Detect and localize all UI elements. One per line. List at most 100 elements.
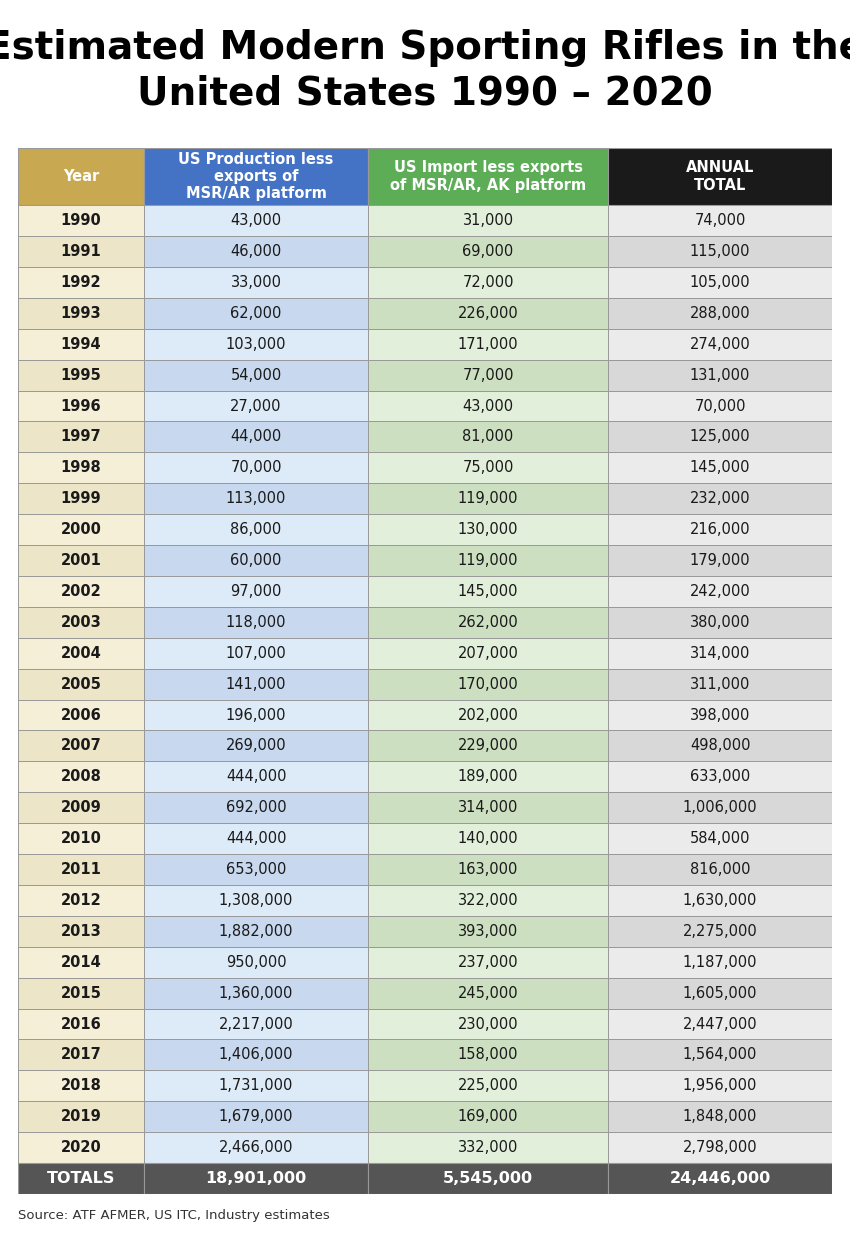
Text: 105,000: 105,000 [689,275,751,290]
Text: 103,000: 103,000 [226,337,286,352]
Bar [144,1070,368,1102]
Text: 2,447,000: 2,447,000 [683,1017,757,1032]
Bar [608,1070,832,1102]
Text: 2002: 2002 [60,585,101,600]
Text: ANNUAL
TOTAL: ANNUAL TOTAL [686,160,754,192]
Bar [18,762,145,792]
Text: 229,000: 229,000 [457,738,518,753]
Bar [18,328,145,360]
Bar [608,762,832,792]
Text: 81,000: 81,000 [462,430,513,445]
Text: 72,000: 72,000 [462,275,514,290]
Bar [18,360,145,391]
Text: 2014: 2014 [60,954,101,969]
Bar [18,545,145,576]
Text: 237,000: 237,000 [458,954,518,969]
Bar [368,1070,608,1102]
Text: 60,000: 60,000 [230,553,282,568]
Bar [368,731,608,762]
Text: 171,000: 171,000 [458,337,518,352]
Bar [18,886,145,916]
Bar [18,297,145,328]
Text: 2004: 2004 [60,646,101,661]
Bar [368,699,608,731]
Text: 633,000: 633,000 [690,769,751,784]
Text: 225,000: 225,000 [457,1078,518,1093]
Text: 74,000: 74,000 [694,214,745,229]
Bar [608,886,832,916]
Bar [368,792,608,823]
Bar [608,854,832,886]
Bar [368,515,608,545]
Text: Year: Year [63,169,99,184]
Bar [608,267,832,297]
Bar [144,360,368,391]
Bar [368,452,608,483]
Bar [608,731,832,762]
Text: 444,000: 444,000 [226,769,286,784]
Text: 163,000: 163,000 [458,862,518,877]
Bar [368,545,608,576]
Text: 141,000: 141,000 [226,677,286,692]
Bar [18,236,145,267]
Bar [18,147,145,205]
Text: 2013: 2013 [60,924,101,939]
Text: 2019: 2019 [60,1109,101,1124]
Bar [144,823,368,854]
Bar [608,699,832,731]
Text: 1,564,000: 1,564,000 [683,1048,757,1063]
Bar [18,267,145,297]
Bar [18,391,145,421]
Bar [144,576,368,607]
Text: 33,000: 33,000 [230,275,281,290]
Bar [144,421,368,452]
Text: 269,000: 269,000 [226,738,286,753]
Bar [144,452,368,483]
Text: 816,000: 816,000 [690,862,751,877]
Text: 2011: 2011 [60,862,101,877]
Text: 2,275,000: 2,275,000 [683,924,757,939]
Bar [144,297,368,328]
Text: 274,000: 274,000 [689,337,751,352]
Bar [608,1132,832,1163]
Text: 2008: 2008 [60,769,101,784]
Text: 2020: 2020 [60,1140,101,1155]
Bar [18,421,145,452]
Text: US Production less
exports of
MSR/AR platform: US Production less exports of MSR/AR pla… [178,151,334,201]
Bar [368,823,608,854]
Text: 498,000: 498,000 [690,738,751,753]
Bar [608,823,832,854]
Bar [144,762,368,792]
Bar [144,267,368,297]
Bar [18,854,145,886]
Text: 2005: 2005 [60,677,101,692]
Text: 398,000: 398,000 [690,707,751,722]
Bar [368,576,608,607]
Text: 1991: 1991 [60,244,101,259]
Text: 24,446,000: 24,446,000 [670,1172,771,1187]
Text: 1,848,000: 1,848,000 [683,1109,757,1124]
Text: 1998: 1998 [60,461,101,476]
Text: 1,882,000: 1,882,000 [218,924,293,939]
Text: 380,000: 380,000 [690,615,751,629]
Bar [368,1009,608,1039]
Bar [608,607,832,638]
Bar [608,978,832,1009]
Text: 311,000: 311,000 [690,677,751,692]
Bar [608,205,832,236]
Text: 393,000: 393,000 [458,924,518,939]
Text: 202,000: 202,000 [457,707,518,722]
Text: 119,000: 119,000 [458,553,518,568]
Text: 1990: 1990 [60,214,101,229]
Bar [144,515,368,545]
Bar [144,391,368,421]
Bar [608,792,832,823]
Bar [144,916,368,947]
Bar [608,421,832,452]
Text: 1993: 1993 [60,306,101,321]
Text: 242,000: 242,000 [689,585,751,600]
Bar [368,205,608,236]
Bar [18,978,145,1009]
Text: 314,000: 314,000 [690,646,751,661]
Text: 179,000: 179,000 [689,553,751,568]
